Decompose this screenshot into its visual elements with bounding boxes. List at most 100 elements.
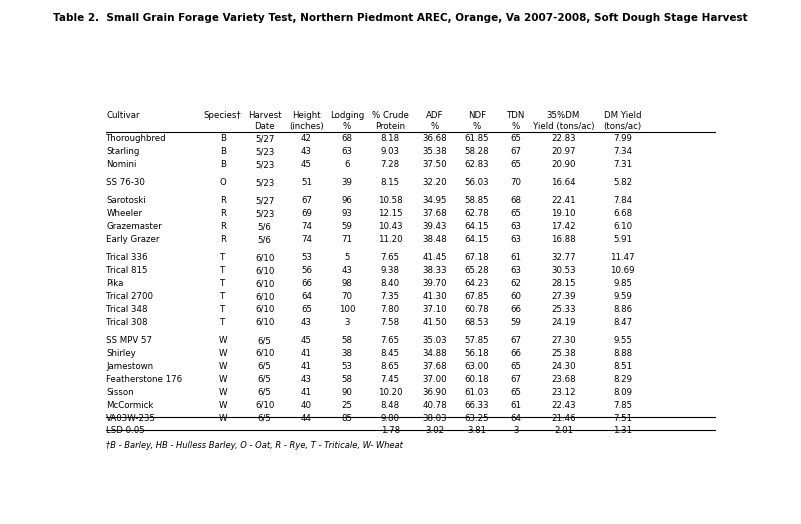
- Text: 41.50: 41.50: [422, 318, 447, 327]
- Text: 63: 63: [510, 235, 521, 244]
- Text: SS MPV 57: SS MPV 57: [107, 336, 152, 345]
- Text: 67: 67: [510, 336, 521, 345]
- Text: 36.68: 36.68: [422, 134, 447, 143]
- Text: 53: 53: [341, 362, 352, 371]
- Text: 66: 66: [301, 279, 312, 288]
- Text: 43: 43: [301, 375, 312, 384]
- Text: 16.64: 16.64: [551, 178, 576, 187]
- Text: 7.65: 7.65: [380, 253, 400, 263]
- Text: 63: 63: [510, 266, 521, 275]
- Text: 8.51: 8.51: [613, 362, 632, 371]
- Text: R: R: [219, 210, 226, 219]
- Text: 71: 71: [341, 235, 352, 244]
- Text: 9.85: 9.85: [613, 279, 632, 288]
- Text: †B - Barley, HB - Hulless Barley, O - Oat, R - Rye, T - Triticale, W- Wheat: †B - Barley, HB - Hulless Barley, O - Oa…: [107, 441, 403, 450]
- Text: 66: 66: [510, 305, 521, 314]
- Text: DM Yield
(tons/ac): DM Yield (tons/ac): [603, 111, 642, 132]
- Text: 69: 69: [301, 210, 312, 219]
- Text: 6/10: 6/10: [255, 305, 274, 314]
- Text: 40.78: 40.78: [422, 400, 447, 410]
- Text: 96: 96: [341, 196, 352, 205]
- Text: 7.65: 7.65: [380, 336, 400, 345]
- Text: R: R: [219, 222, 226, 231]
- Text: 2.01: 2.01: [554, 427, 573, 435]
- Text: 53: 53: [301, 253, 312, 263]
- Text: 68: 68: [341, 134, 352, 143]
- Text: 41.30: 41.30: [422, 292, 447, 301]
- Text: 61: 61: [510, 400, 521, 410]
- Text: 67.18: 67.18: [465, 253, 489, 263]
- Text: T: T: [220, 253, 225, 263]
- Text: 74: 74: [301, 235, 312, 244]
- Text: 10.43: 10.43: [378, 222, 403, 231]
- Text: T: T: [220, 292, 225, 301]
- Text: 67: 67: [301, 196, 312, 205]
- Text: 8.86: 8.86: [613, 305, 632, 314]
- Text: 10.58: 10.58: [378, 196, 403, 205]
- Text: 58: 58: [341, 336, 352, 345]
- Text: 27.39: 27.39: [551, 292, 576, 301]
- Text: 64: 64: [301, 292, 312, 301]
- Text: TDN
%: TDN %: [507, 111, 525, 132]
- Text: 37.50: 37.50: [422, 160, 447, 169]
- Text: 8.40: 8.40: [380, 279, 400, 288]
- Text: LSD 0.05: LSD 0.05: [107, 427, 145, 435]
- Text: Nomini: Nomini: [107, 160, 137, 169]
- Text: 6/10: 6/10: [255, 349, 274, 358]
- Text: 6/10: 6/10: [255, 292, 274, 301]
- Text: 35%DM
Yield (tons/ac): 35%DM Yield (tons/ac): [533, 111, 594, 132]
- Text: 6: 6: [344, 160, 349, 169]
- Text: 8.45: 8.45: [380, 349, 400, 358]
- Text: 63.00: 63.00: [465, 362, 489, 371]
- Text: 24.19: 24.19: [551, 318, 576, 327]
- Text: 39: 39: [341, 178, 352, 187]
- Text: 6/10: 6/10: [255, 279, 274, 288]
- Text: 6/5: 6/5: [258, 362, 272, 371]
- Text: VA03W-235: VA03W-235: [107, 413, 156, 422]
- Text: Jamestown: Jamestown: [107, 362, 154, 371]
- Text: 35.03: 35.03: [422, 336, 447, 345]
- Text: 23.68: 23.68: [551, 375, 576, 384]
- Text: O: O: [219, 178, 226, 187]
- Text: Sarotoski: Sarotoski: [107, 196, 146, 205]
- Text: % Crude
Protein: % Crude Protein: [372, 111, 409, 132]
- Text: T: T: [220, 279, 225, 288]
- Text: 59: 59: [341, 222, 352, 231]
- Text: 19.10: 19.10: [551, 210, 576, 219]
- Text: 7.80: 7.80: [380, 305, 400, 314]
- Text: 35.38: 35.38: [422, 147, 447, 156]
- Text: 7.58: 7.58: [380, 318, 400, 327]
- Text: 8.88: 8.88: [613, 349, 632, 358]
- Text: 8.48: 8.48: [380, 400, 400, 410]
- Text: 3: 3: [344, 318, 349, 327]
- Text: 42: 42: [301, 134, 312, 143]
- Text: 6.10: 6.10: [613, 222, 632, 231]
- Text: 17.42: 17.42: [551, 222, 576, 231]
- Text: 38.03: 38.03: [422, 413, 447, 422]
- Text: W: W: [219, 375, 227, 384]
- Text: 39.43: 39.43: [422, 222, 447, 231]
- Text: 24.30: 24.30: [551, 362, 576, 371]
- Text: Grazemaster: Grazemaster: [107, 222, 162, 231]
- Text: 60: 60: [510, 292, 521, 301]
- Text: 7.51: 7.51: [613, 413, 632, 422]
- Text: Harvest
Date: Harvest Date: [248, 111, 281, 132]
- Text: Starling: Starling: [107, 147, 139, 156]
- Text: Trical 2700: Trical 2700: [107, 292, 153, 301]
- Text: 6/5: 6/5: [258, 336, 272, 345]
- Text: B: B: [219, 134, 226, 143]
- Text: 90: 90: [341, 388, 352, 397]
- Text: 9.80: 9.80: [380, 413, 400, 422]
- Text: 6/10: 6/10: [255, 318, 274, 327]
- Text: 51: 51: [301, 178, 312, 187]
- Text: W: W: [219, 400, 227, 410]
- Text: 98: 98: [341, 279, 352, 288]
- Text: 41.45: 41.45: [422, 253, 447, 263]
- Text: 7.28: 7.28: [380, 160, 400, 169]
- Text: W: W: [219, 336, 227, 345]
- Text: Table 2.  Small Grain Forage Variety Test, Northern Piedmont AREC, Orange, Va 20: Table 2. Small Grain Forage Variety Test…: [53, 13, 748, 23]
- Text: 5/23: 5/23: [255, 160, 274, 169]
- Text: 25.38: 25.38: [551, 349, 576, 358]
- Text: 34.88: 34.88: [422, 349, 447, 358]
- Text: 62.78: 62.78: [465, 210, 489, 219]
